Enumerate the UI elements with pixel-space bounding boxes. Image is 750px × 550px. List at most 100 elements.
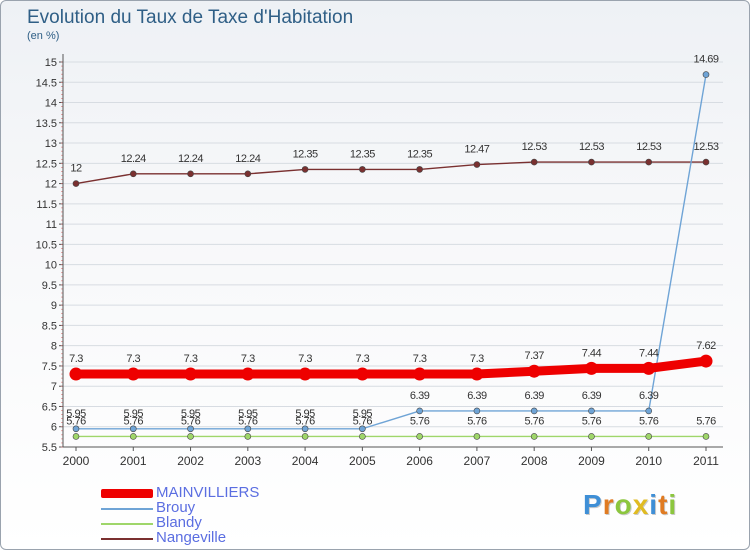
data-label: 12.24	[178, 153, 203, 165]
y-tick-label: 8	[51, 341, 57, 353]
data-label: 5.76	[582, 415, 602, 427]
data-point	[416, 407, 423, 415]
data-point	[244, 170, 252, 178]
data-label: 7.3	[69, 353, 83, 365]
data-label: 5.76	[66, 415, 86, 427]
data-label: 5.76	[124, 415, 144, 427]
data-point	[416, 166, 423, 173]
legend-label: Nangeville	[156, 529, 227, 546]
data-label: 12.35	[407, 148, 432, 160]
data-label: 14.69	[693, 54, 718, 66]
data-point	[355, 367, 369, 381]
x-tick-label: 2010	[635, 454, 662, 468]
data-label: 5.95	[353, 408, 373, 420]
data-label: 5.76	[181, 415, 201, 427]
x-tick-label: 2004	[292, 454, 319, 468]
data-point	[530, 407, 538, 415]
data-point	[301, 425, 309, 433]
data-label: 6.39	[524, 390, 544, 402]
chart-subtitle: (en %)	[27, 30, 60, 42]
y-tick-label: 10	[45, 260, 57, 272]
data-point	[244, 433, 252, 440]
x-tick-label: 2005	[349, 454, 376, 468]
data-point	[359, 425, 366, 433]
data-label: 7.3	[184, 353, 198, 365]
data-point	[129, 433, 137, 440]
data-label: 5.95	[238, 408, 258, 420]
data-point	[129, 425, 137, 433]
logo-letter: t	[658, 489, 669, 520]
y-tick-label: 6	[51, 422, 57, 434]
legend-swatch	[101, 489, 153, 498]
y-tick-label: 15	[45, 57, 57, 69]
legend-swatch	[101, 508, 153, 510]
data-point	[301, 433, 309, 440]
data-label: 12.53	[636, 141, 661, 153]
data-point	[187, 170, 194, 178]
legend-label: MAINVILLIERS	[156, 484, 260, 501]
data-label: 5.95	[124, 408, 144, 420]
data-point	[642, 361, 656, 375]
data-label: 7.3	[355, 353, 369, 365]
data-point	[702, 71, 710, 78]
data-point	[359, 433, 366, 440]
data-point	[645, 433, 653, 440]
data-point	[129, 170, 137, 178]
data-label: 12.47	[464, 144, 489, 156]
data-point	[69, 367, 83, 381]
data-label: 7.3	[413, 353, 427, 365]
data-point	[241, 367, 255, 381]
data-point	[473, 407, 481, 415]
x-tick-label: 2006	[406, 454, 433, 468]
data-point	[584, 361, 598, 375]
y-tick-label: 14	[45, 98, 57, 110]
data-point	[473, 161, 481, 168]
data-label: 12	[70, 163, 82, 175]
x-tick-label: 2000	[63, 454, 90, 468]
data-label: 7.3	[470, 353, 484, 365]
data-label: 12.24	[121, 153, 146, 165]
data-point	[298, 367, 312, 381]
data-label: 5.76	[696, 415, 716, 427]
data-label: 5.95	[66, 408, 86, 420]
data-point	[416, 433, 423, 440]
data-label: 6.39	[639, 390, 659, 402]
y-tick-label: 7.5	[42, 361, 57, 373]
y-tick-label: 14.5	[36, 77, 57, 89]
y-tick-label: 10.5	[36, 239, 57, 251]
data-label: 5.95	[295, 408, 315, 420]
y-tick-label: 5.5	[42, 442, 57, 454]
chart-title: Evolution du Taux de Taxe d'Habitation	[27, 7, 354, 28]
logo-letter: i	[649, 489, 659, 520]
data-point	[527, 364, 541, 378]
series-line-nangeville	[75, 161, 707, 185]
y-tick-label: 7	[51, 381, 57, 393]
data-label: 12.53	[579, 141, 604, 153]
x-tick-label: 2007	[464, 454, 491, 468]
legend-label: Blandy	[156, 514, 202, 531]
data-point	[72, 425, 80, 433]
data-label: 5.95	[181, 408, 201, 420]
data-point	[359, 166, 366, 173]
data-point	[530, 158, 538, 166]
data-label: 5.76	[238, 415, 258, 427]
data-point	[470, 367, 484, 381]
y-tick-label: 8.5	[42, 320, 57, 332]
logo-letter: o	[614, 489, 633, 520]
data-label: 7.3	[241, 353, 255, 365]
logo-letter: r	[602, 489, 615, 520]
y-tick-label: 9	[51, 300, 57, 312]
series-line-mainvilliers	[71, 356, 711, 379]
x-tick-label: 2011	[693, 454, 719, 468]
data-point	[72, 433, 80, 440]
data-point	[473, 433, 481, 440]
data-point	[702, 158, 710, 166]
data-point	[645, 158, 653, 166]
data-label: 6.39	[410, 390, 430, 402]
data-label: 5.76	[410, 415, 430, 427]
data-label: 5.76	[524, 415, 544, 427]
data-point	[413, 367, 427, 381]
y-tick-label: 13.5	[36, 118, 57, 130]
data-label: 7.37	[524, 350, 544, 362]
